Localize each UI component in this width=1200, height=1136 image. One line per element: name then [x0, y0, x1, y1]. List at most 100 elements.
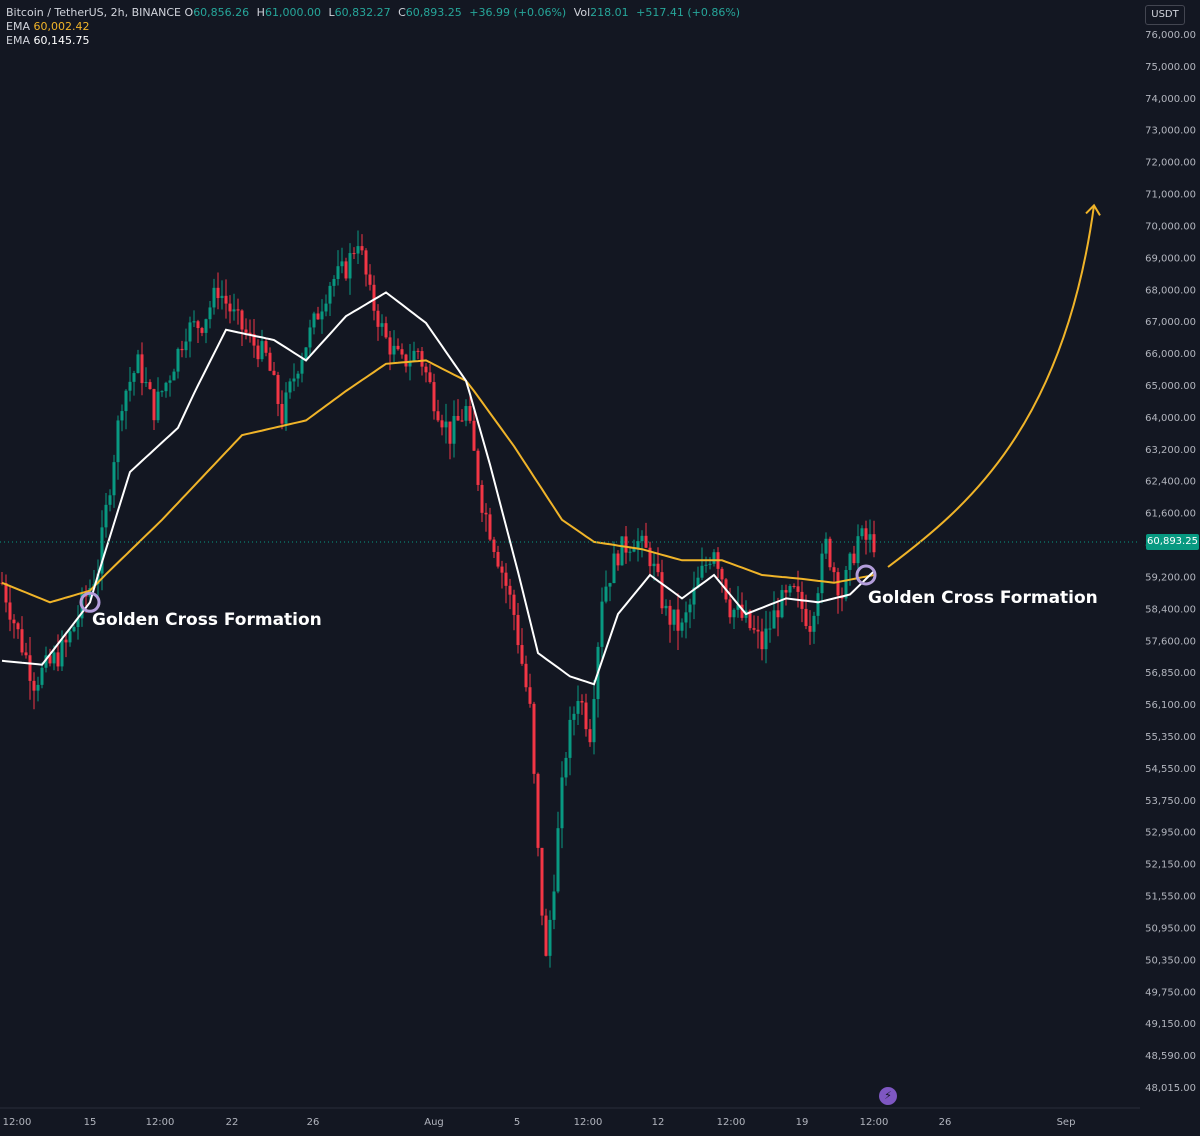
- candle-body: [792, 585, 796, 587]
- candle: [192, 310, 196, 327]
- candle: [688, 598, 692, 629]
- candle: [604, 570, 608, 604]
- candle-body: [484, 512, 488, 515]
- price-tick-label: 64,000.00: [1145, 413, 1196, 424]
- price-tick-label: 50,950.00: [1145, 923, 1196, 934]
- candle-body: [48, 655, 52, 664]
- candle-body: [812, 615, 816, 632]
- candle: [348, 243, 352, 295]
- candle: [616, 550, 620, 571]
- candle: [120, 404, 124, 432]
- candle-body: [368, 274, 372, 285]
- candle: [800, 581, 804, 623]
- candle: [680, 618, 684, 638]
- candle-body: [844, 569, 848, 599]
- candle-body: [516, 614, 520, 646]
- candle: [184, 328, 188, 358]
- candle-body: [828, 538, 832, 568]
- candle-body: [388, 337, 392, 355]
- candle-body: [44, 655, 48, 668]
- candle: [840, 587, 844, 612]
- candle: [316, 306, 320, 320]
- candle: [112, 454, 116, 508]
- candle: [204, 318, 208, 344]
- lightning-icon[interactable]: ⚡: [879, 1087, 897, 1105]
- candle-body: [760, 631, 764, 650]
- candle: [696, 566, 700, 589]
- candle: [704, 556, 708, 573]
- candle: [512, 589, 516, 631]
- candle-body: [108, 495, 112, 505]
- candle: [524, 655, 528, 692]
- time-tick-label: 12:00: [146, 1117, 175, 1128]
- candle-body: [260, 341, 264, 360]
- ema-slow-label: EMA: [6, 20, 30, 33]
- candle: [776, 597, 780, 637]
- candle: [412, 341, 416, 362]
- candle-body: [772, 610, 776, 629]
- candle-body: [156, 391, 160, 421]
- candle: [4, 574, 8, 613]
- candle: [752, 615, 756, 634]
- candle-body: [280, 403, 284, 424]
- price-tick-label: 56,850.00: [1145, 668, 1196, 679]
- candle-body: [104, 504, 108, 528]
- candle-body: [452, 415, 456, 444]
- candle: [868, 519, 872, 553]
- candle-body: [736, 604, 740, 610]
- price-tick-label: 65,000.00: [1145, 381, 1196, 392]
- candle: [548, 910, 552, 968]
- candle-body: [488, 514, 492, 540]
- candle-body: [340, 261, 344, 267]
- candle: [860, 525, 864, 540]
- volume-value: 218.01: [590, 6, 629, 19]
- candle-body: [524, 663, 528, 688]
- volume-label: Vol: [573, 6, 591, 19]
- candle-body: [76, 618, 80, 628]
- projection-arrow-head: [1085, 203, 1101, 216]
- candle: [592, 679, 596, 755]
- candle: [232, 293, 236, 321]
- price-tick-label: 50,350.00: [1145, 955, 1196, 966]
- candle-body: [432, 382, 436, 412]
- candle: [660, 559, 664, 615]
- candle-body: [232, 309, 236, 312]
- candle: [352, 247, 356, 259]
- ohlc-high-label: H: [256, 6, 265, 19]
- candle: [768, 611, 772, 643]
- candle: [492, 536, 496, 559]
- candle-body: [592, 699, 596, 743]
- candle-body: [392, 345, 396, 355]
- candle-body: [676, 609, 680, 631]
- candle-body: [780, 590, 784, 618]
- candle-body: [412, 350, 416, 361]
- candle: [432, 373, 436, 420]
- price-tick-label: 55,350.00: [1145, 732, 1196, 743]
- candle: [8, 585, 12, 632]
- candle-body: [504, 572, 508, 586]
- symbol-title[interactable]: Bitcoin / TetherUS, 2h, BINANCE: [6, 6, 182, 19]
- candle: [436, 399, 440, 423]
- annotation-layer: [79, 203, 1101, 613]
- candle-body: [24, 652, 28, 656]
- candle: [132, 370, 136, 396]
- candle-body: [8, 602, 12, 620]
- candle: [188, 316, 192, 358]
- candle-body: [320, 311, 324, 320]
- candle-body: [428, 372, 432, 383]
- candle-body: [208, 307, 212, 320]
- currency-button[interactable]: USDT: [1145, 5, 1185, 25]
- candle-body: [272, 370, 276, 375]
- legend-ema-slow-row[interactable]: EMA 60,002.42: [6, 20, 744, 34]
- candle-body: [152, 389, 156, 421]
- candle-body: [512, 594, 516, 615]
- candle: [280, 390, 284, 430]
- candle-body: [680, 622, 684, 631]
- candle: [664, 599, 668, 616]
- candle-body: [672, 609, 676, 625]
- legend-ema-fast-row[interactable]: EMA 60,145.75: [6, 34, 744, 48]
- candle: [140, 342, 144, 396]
- candle-body: [196, 321, 200, 329]
